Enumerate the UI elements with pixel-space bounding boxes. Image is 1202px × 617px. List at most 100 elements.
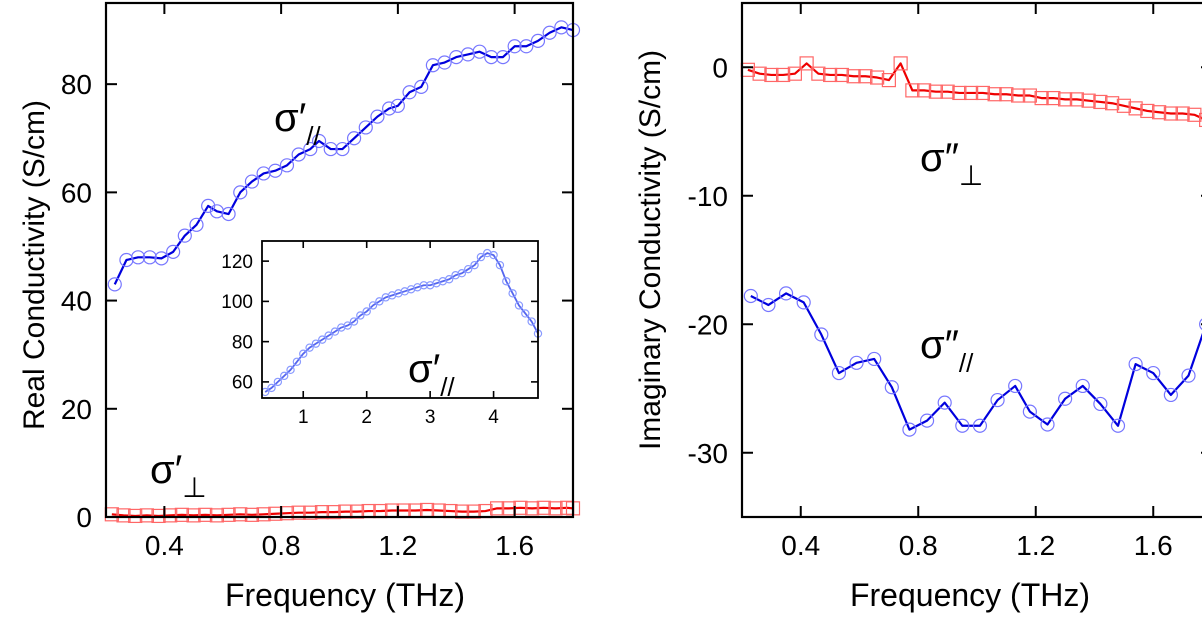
data-point [437, 55, 452, 70]
data-point [268, 163, 283, 178]
data-point [244, 174, 260, 189]
data-point [1011, 88, 1026, 103]
left-plot-frame [104, 1, 575, 519]
series-line [750, 292, 1202, 431]
data-point [107, 277, 122, 292]
data-point [1128, 356, 1143, 372]
data-point [382, 101, 397, 116]
x-tick-label: 0.4 [145, 530, 184, 561]
x-tick-label: 0.8 [262, 530, 301, 561]
right-axis-ticks: 0.4 0.8 1.2 1.6 0 -10 -20 -30 [688, 3, 1202, 561]
series-0 [107, 20, 581, 292]
data-point [776, 67, 791, 83]
data-point [1040, 417, 1055, 432]
data-point [1140, 103, 1155, 119]
label-subscript: ⊥ [959, 160, 983, 191]
right-plot-area [740, 56, 1202, 437]
x-tick-label: 1.2 [1016, 530, 1055, 561]
data-point [324, 331, 333, 340]
x-tick-label: 1 [298, 407, 309, 428]
data-point [198, 507, 213, 522]
label-sigma-prime-parallel: σ′// [274, 96, 321, 151]
x-tick-label: 1.6 [1134, 530, 1173, 561]
series-line [747, 62, 1202, 120]
data-point [1175, 106, 1190, 121]
data-point [530, 33, 546, 48]
data-point [460, 47, 476, 62]
data-point [330, 327, 340, 336]
data-point [1110, 418, 1126, 433]
left-y-axis-label: Real Conductivity (S/cm) [18, 100, 51, 430]
data-point [209, 508, 225, 523]
label-sigma-double-prime-perp: σ″⊥ [920, 136, 983, 191]
data-point [291, 147, 306, 162]
data-point [521, 309, 530, 318]
data-point [370, 109, 385, 124]
data-point [1152, 105, 1167, 120]
data-point [318, 335, 327, 344]
data-point [1022, 88, 1037, 103]
data-point [548, 501, 563, 516]
x-tick-label: 0.8 [899, 530, 938, 561]
data-point [299, 349, 308, 358]
inset-plot-area [260, 248, 543, 397]
y-tick-label: -30 [688, 438, 728, 469]
data-point [849, 355, 864, 370]
data-point [1128, 101, 1143, 116]
data-point [893, 56, 908, 71]
y-tick-label: 100 [221, 292, 253, 313]
series-0 [260, 248, 543, 397]
data-point [303, 141, 318, 157]
data-point [902, 422, 917, 437]
x-tick-label: 3 [425, 407, 436, 428]
data-point [1187, 107, 1202, 122]
data-point [1181, 368, 1196, 383]
data-point [1069, 92, 1084, 107]
data-point [414, 79, 429, 94]
data-point [536, 500, 551, 515]
inset-axis-ticks: 1 2 3 4 60 80 100 120 [221, 241, 538, 428]
data-point [209, 204, 225, 219]
label-base: σ″ [920, 323, 959, 367]
data-point [484, 50, 499, 65]
data-point [221, 206, 236, 222]
data-point [273, 377, 283, 387]
label-base: σ′ [408, 347, 440, 391]
data-point [280, 371, 289, 381]
data-point [305, 343, 314, 352]
data-point [476, 252, 486, 262]
data-point [303, 505, 318, 520]
y-tick-label: 0 [76, 502, 92, 533]
data-point [514, 301, 524, 310]
inset-label-sigma-prime-parallel: σ′// [408, 347, 455, 402]
data-point [1058, 391, 1073, 406]
data-point [834, 67, 849, 83]
data-point [811, 66, 826, 81]
data-point [761, 297, 776, 313]
data-point [186, 508, 201, 523]
label-subscript: // [306, 121, 321, 151]
data-point [940, 84, 955, 99]
data-point [119, 252, 134, 268]
data-point [919, 413, 935, 428]
series-1 [743, 286, 1202, 437]
data-point [831, 365, 847, 381]
right-panel: 0.4 0.8 1.2 1.6 0 -10 -20 -30 Frequency (THz) I… [634, 1, 1202, 613]
data-point [449, 50, 464, 65]
y-tick-label: 40 [61, 286, 92, 317]
inset-frame [261, 240, 539, 399]
data-point [495, 50, 511, 65]
data-point [814, 327, 829, 342]
data-point [131, 250, 146, 265]
data-point [881, 72, 896, 88]
x-tick-label: 0.4 [781, 530, 820, 561]
data-point [1081, 93, 1096, 108]
data-point [846, 69, 861, 84]
left-x-axis-label: Frequency (THz) [225, 577, 465, 613]
data-point [419, 281, 428, 290]
data-point [987, 87, 1002, 102]
data-point [201, 198, 216, 213]
data-point [444, 275, 454, 284]
data-point [1105, 96, 1120, 111]
